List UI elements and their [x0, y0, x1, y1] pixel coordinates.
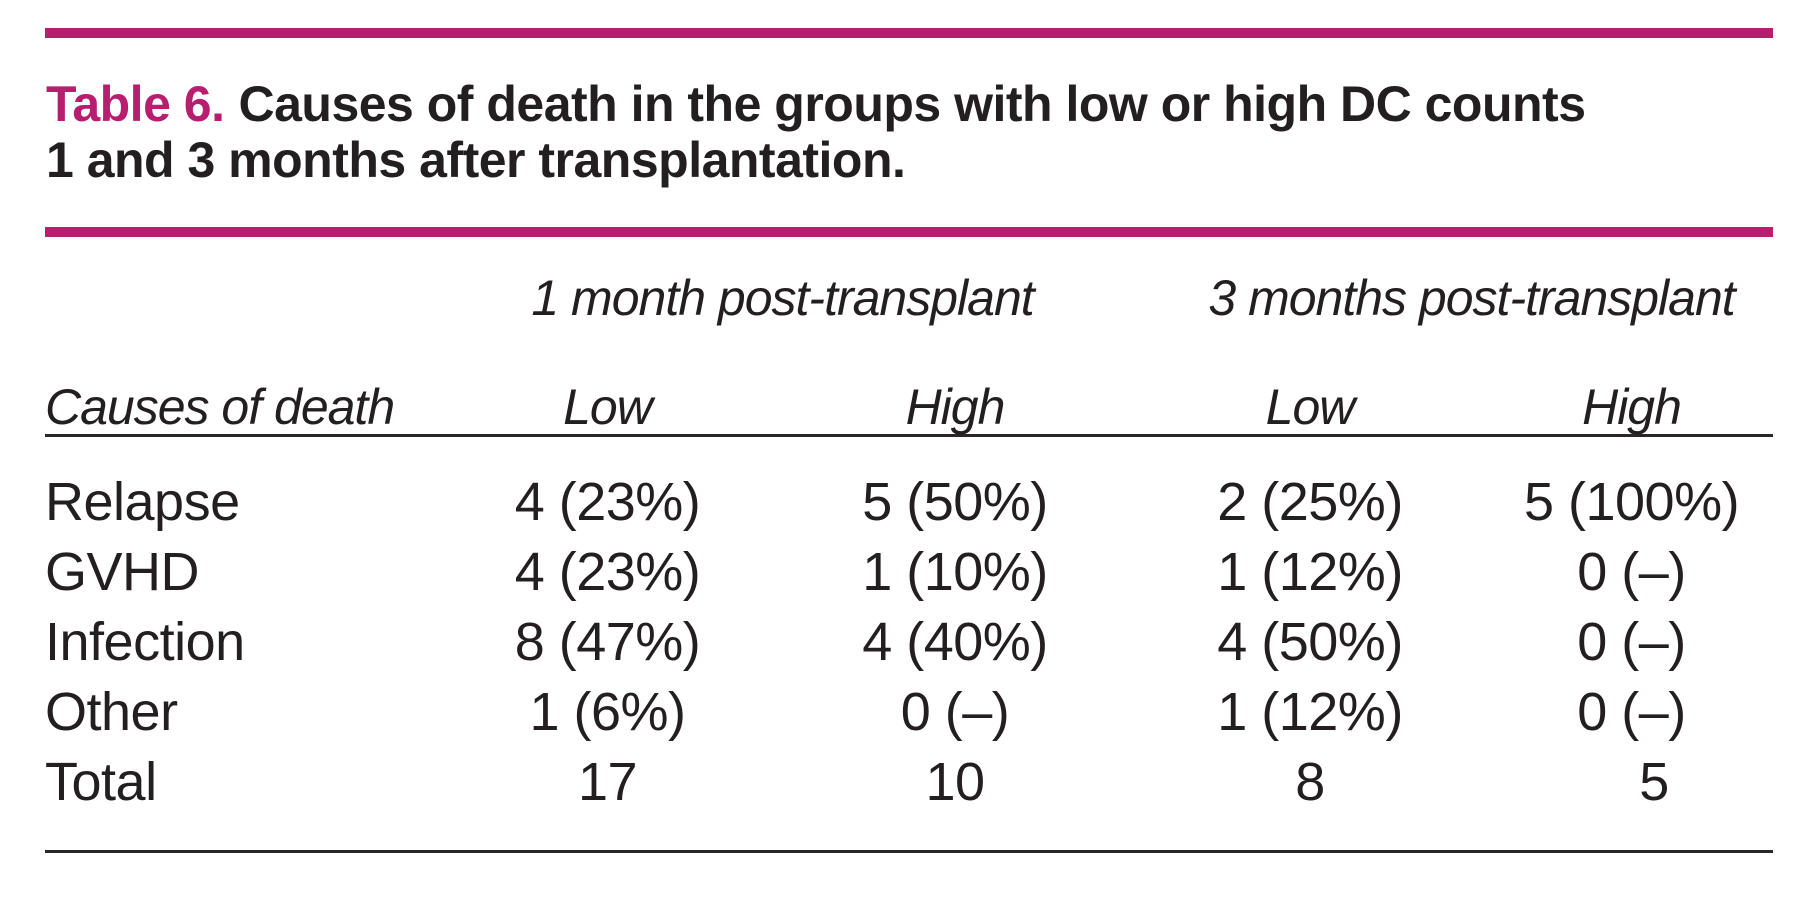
group-header-spacer — [45, 245, 435, 325]
cell-total-low-1mo: 17 — [435, 746, 780, 853]
cell-other-high-1mo: 0 (–) — [900, 681, 1010, 742]
column-header-row: Causes of death Low High Low High — [45, 325, 1774, 437]
cell-relapse-low-1mo: 4 (23%) — [514, 471, 701, 532]
cell-total-high-3mo: 5 — [1490, 746, 1774, 853]
row-label-infection: Infection — [45, 611, 245, 672]
cell-relapse-high-1mo: 5 (50%) — [862, 471, 1048, 532]
row-label-gvhd: GVHD — [45, 541, 200, 602]
cell-infection-low-1mo: 8 (47%) — [514, 611, 701, 672]
group-header-row: 1 month post-transplant 3 months post-tr… — [45, 245, 1773, 325]
cell-relapse-low-3mo: 2 (25%) — [1217, 471, 1403, 532]
table-number-label: Table 6. — [46, 76, 225, 132]
top-accent-rule — [45, 28, 1773, 38]
cell-gvhd-high-3mo: 0 (–) — [1577, 541, 1686, 602]
cell-other-low-1mo: 1 (6%) — [529, 681, 686, 742]
table-row-relapse: Relapse 4 (23%) 5 (50%) 2 (25%) 5 (100%) — [45, 435, 1773, 537]
column-header-high-3mo: High — [1490, 325, 1774, 437]
table-row-gvhd: GVHD 4 (23%) 1 (10%) 1 (12%) 0 (–) — [45, 537, 1773, 607]
cell-other-high-3mo: 0 (–) — [1577, 681, 1686, 742]
table-row-total: Total 17 10 8 5 — [45, 746, 1774, 853]
causes-of-death-table: 1 month post-transplant 3 months post-tr… — [45, 245, 1774, 853]
cell-infection-high-3mo: 0 (–) — [1577, 611, 1686, 672]
cell-gvhd-high-1mo: 1 (10%) — [862, 541, 1048, 602]
cell-total-high-1mo: 10 — [780, 746, 1131, 853]
group-header-1-month: 1 month post-transplant — [531, 270, 1034, 326]
column-header-low-1mo: Low — [435, 325, 780, 437]
cell-relapse-high-3mo: 5 (100%) — [1523, 471, 1740, 532]
row-label-total: Total — [45, 746, 435, 853]
cell-gvhd-low-1mo: 4 (23%) — [514, 541, 701, 602]
cell-other-low-3mo: 1 (12%) — [1217, 681, 1403, 742]
table-row-infection: Infection 8 (47%) 4 (40%) 4 (50%) 0 (–) — [45, 607, 1773, 677]
column-header-causes-of-death: Causes of death — [45, 325, 435, 437]
table-title: Table 6. Causes of death in the groups wi… — [46, 76, 1781, 188]
cell-total-low-3mo: 8 — [1130, 746, 1491, 853]
row-label-other: Other — [45, 681, 178, 742]
row-label-relapse: Relapse — [45, 471, 240, 532]
cell-infection-low-3mo: 4 (50%) — [1217, 611, 1403, 672]
table-title-line2: 1 and 3 months after transplantation. — [46, 132, 906, 188]
table-row-other: Other 1 (6%) 0 (–) 1 (12%) 0 (–) — [45, 677, 1773, 747]
cell-infection-high-1mo: 4 (40%) — [862, 611, 1048, 672]
title-divider-rule — [45, 227, 1773, 237]
column-header-low-3mo: Low — [1130, 325, 1491, 437]
group-header-3-months: 3 months post-transplant — [1208, 270, 1735, 326]
column-header-high-1mo: High — [780, 325, 1131, 437]
table-title-line1: Causes of death in the groups with low o… — [238, 76, 1586, 132]
cell-gvhd-low-3mo: 1 (12%) — [1217, 541, 1403, 602]
